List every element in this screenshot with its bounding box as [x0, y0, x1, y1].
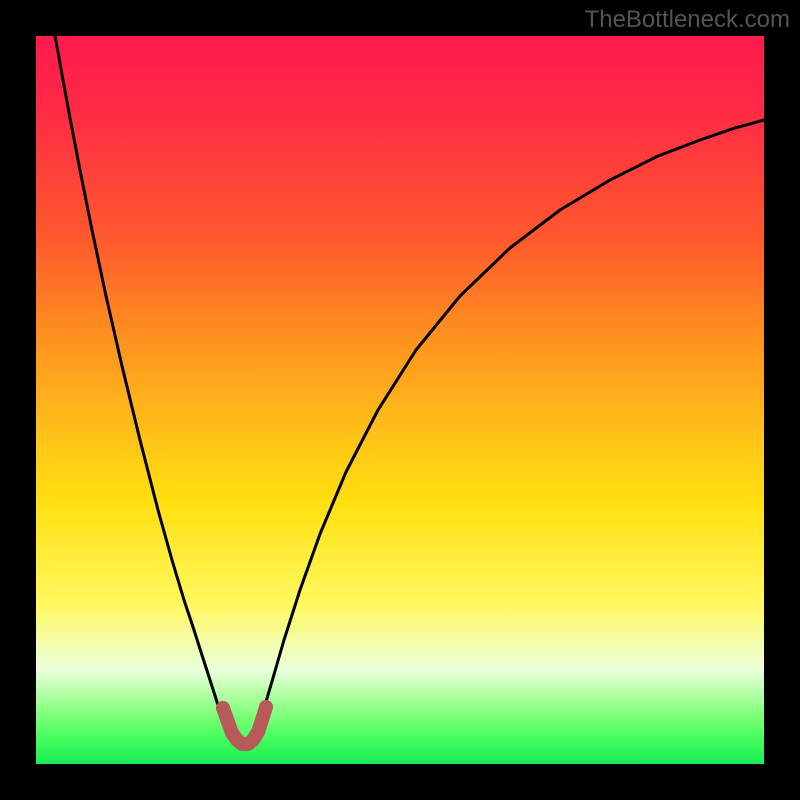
watermark-text: TheBottleneck.com [585, 6, 790, 34]
chart-stage: TheBottleneck.com [0, 0, 800, 800]
plot-area-gradient [36, 36, 764, 764]
